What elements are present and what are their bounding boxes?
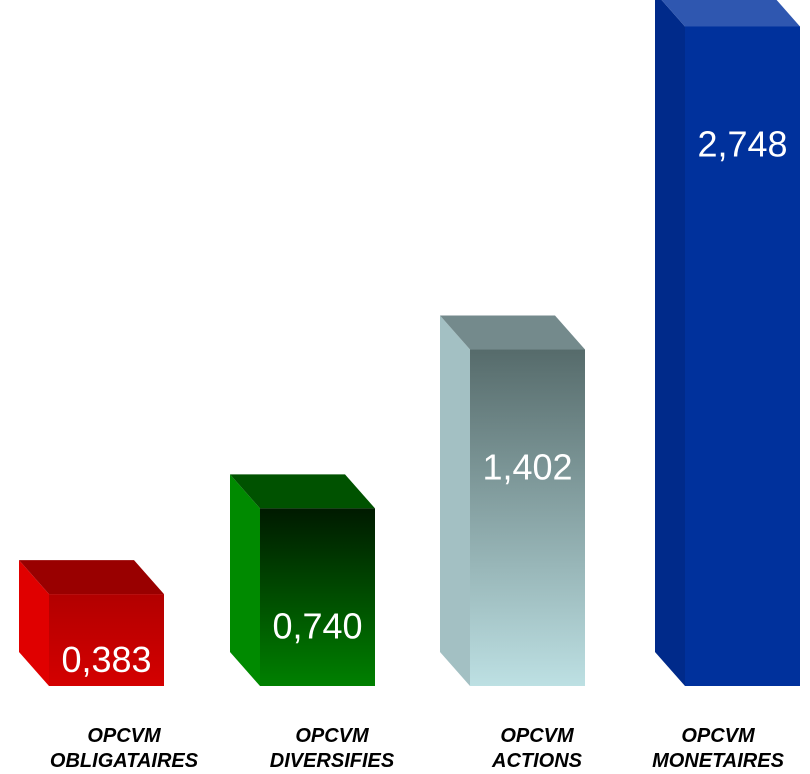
bar-front-face [49, 594, 164, 686]
category-label-1: OPCVM OBLIGATAIRES [50, 725, 199, 772]
bars-group: 0,383 0,740 1,402 2,748 [19, 0, 800, 687]
bar-side-face [655, 0, 685, 686]
bar-value-label: 1,402 [482, 447, 572, 488]
category-label-3: OPCVM ACTIONS [491, 725, 583, 772]
category-labels-group: OPCVM OBLIGATAIRES OPCVM DIVERSIFIES OPCVM AC… [50, 725, 785, 772]
bar-side-face [440, 315, 470, 686]
bar-side-face [19, 560, 49, 686]
bar-3: 1,402 [440, 315, 585, 686]
bar-value-label: 2,748 [697, 123, 787, 164]
bar-2: 0,740 [230, 474, 375, 686]
bar-front-face [260, 508, 375, 686]
bar-side-face [230, 474, 260, 686]
bar-value-label: 0,740 [272, 605, 362, 646]
bar-1: 0,383 [19, 560, 164, 686]
bar-4: 2,748 [655, 0, 800, 687]
bar-top-face [440, 315, 585, 350]
bar-front-face [470, 349, 585, 686]
bar-top-face [19, 560, 164, 595]
bar-value-label: 0,383 [61, 639, 151, 680]
bar-top-face [230, 474, 375, 509]
category-label-2: OPCVM DIVERSIFIES [270, 725, 395, 772]
bar-top-face [661, 0, 800, 27]
category-label-4: OPCVM MONETAIRES [652, 725, 785, 772]
bar-front-face [685, 26, 800, 687]
